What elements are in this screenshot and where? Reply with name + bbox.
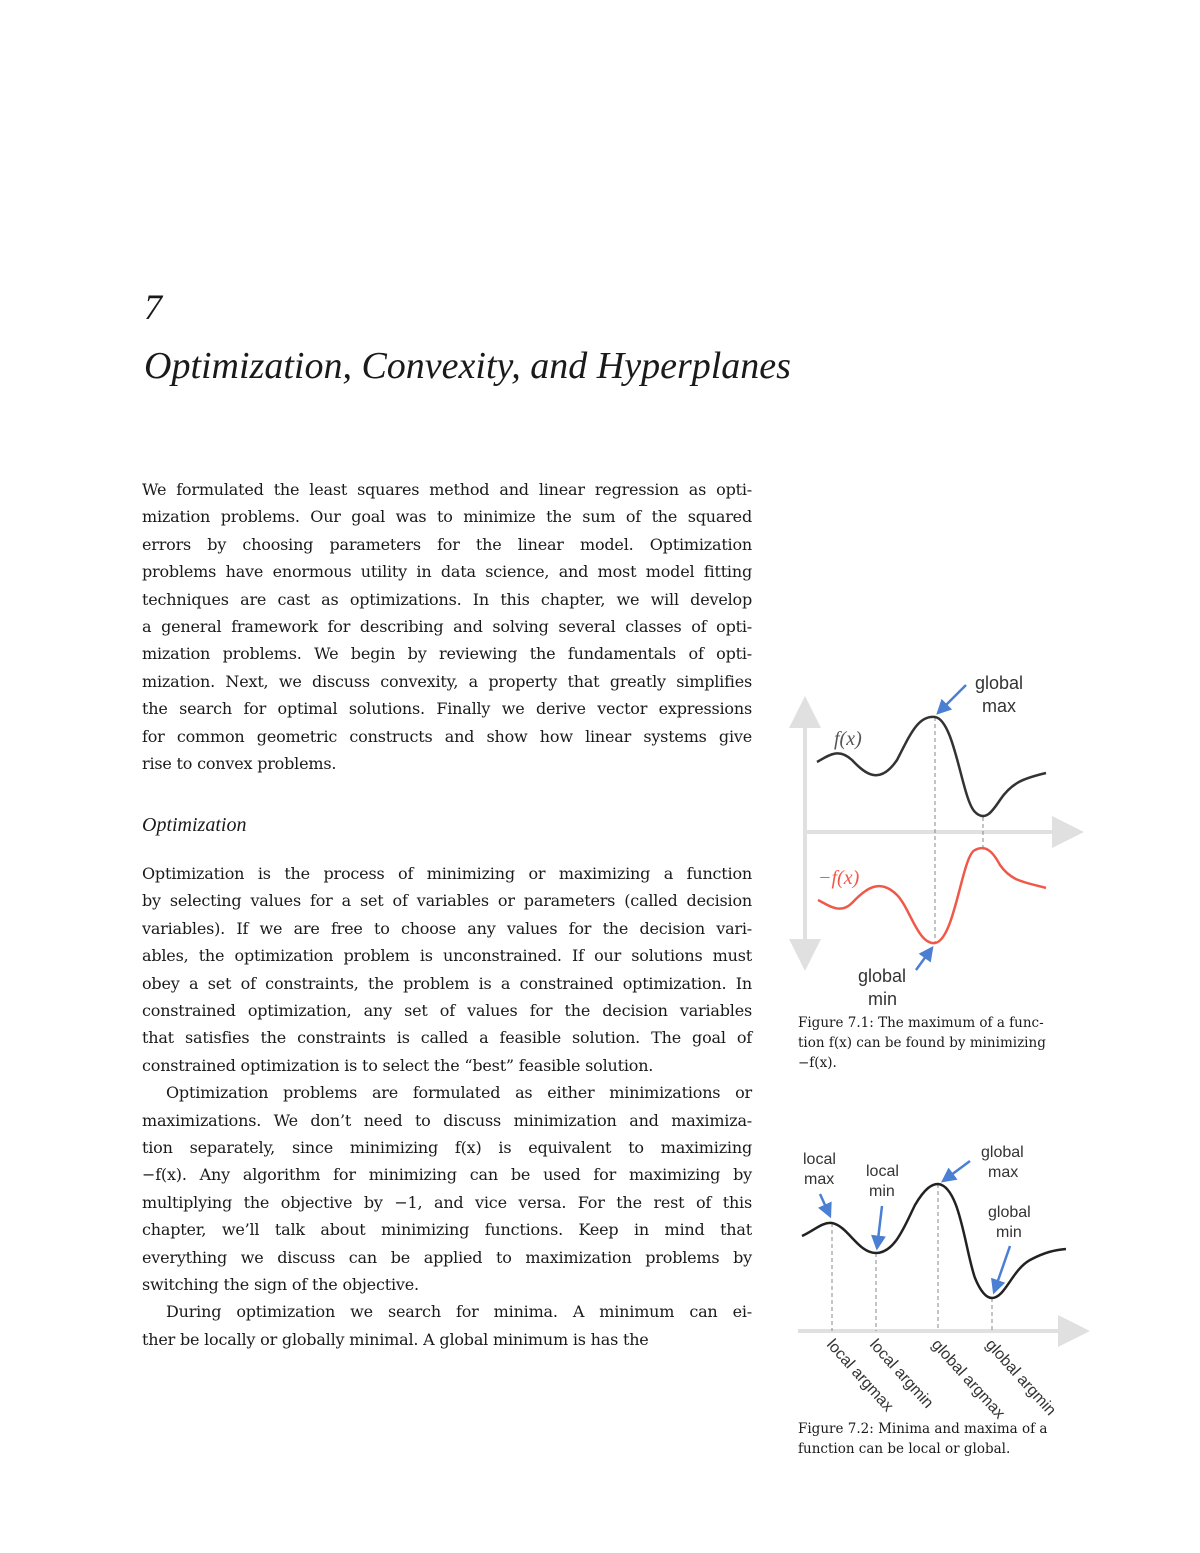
text-line: mization problems. We begin by reviewing… <box>142 644 752 664</box>
text-line: that satisfies the constraints is called… <box>142 1028 752 1048</box>
text-line: We formulated the least squares method a… <box>142 480 752 499</box>
local-max-label: local <box>803 1151 836 1168</box>
chapter-title: Optimization, Convexity, and Hyperplanes <box>144 345 791 387</box>
text-line: During optimization we search for minima… <box>166 1302 752 1322</box>
text-line: ther be locally or globally minimal. A g… <box>142 1329 649 1349</box>
figure-7-2-caption: Figure 7.2: Minima and maxima of a funct… <box>798 1419 1073 1459</box>
figure-7-1-caption: Figure 7.1: The maximum of a func- tion … <box>798 1013 1073 1073</box>
arrow-icon <box>940 1159 971 1183</box>
f-label: f(x) <box>834 728 862 750</box>
text-line: Optimization problems are formulated as … <box>166 1083 752 1103</box>
text-line: by selecting values for a set of variabl… <box>142 891 752 911</box>
arrow-icon <box>817 1193 832 1219</box>
text-line: ables, the optimization problem is uncon… <box>142 946 752 966</box>
text-line: for common geometric constructs and show… <box>142 726 752 746</box>
caption-line: Figure 7.2: Minima and maxima of a <box>798 1421 1048 1437</box>
text-line: techniques are cast as optimizations. In… <box>142 589 752 609</box>
text-line: mization problems. Our goal was to minim… <box>142 507 752 527</box>
text-line: maximizations. We don’t need to discuss … <box>142 1110 752 1130</box>
figure-7-2: local max local min global max global mi… <box>798 1144 1090 1422</box>
text-line: Optimization is the process of minimizin… <box>142 864 752 883</box>
text-line: tion separately, since minimizing f(x) i… <box>142 1138 752 1157</box>
neg-f-curve <box>817 846 1047 945</box>
caption-line: Figure 7.1: The maximum of a func- <box>798 1015 1044 1031</box>
text-line: −f(x). Any algorithm for minimizing can … <box>142 1165 752 1185</box>
text-line: variables). If we are free to choose any… <box>142 918 752 938</box>
global-min-label: min <box>996 1224 1022 1241</box>
arrow-icon <box>871 1205 886 1251</box>
function-curve <box>801 1182 1067 1300</box>
text-line: constrained optimization is to select th… <box>142 1055 654 1075</box>
neg-f-label: −f(x) <box>818 867 860 889</box>
caption-line: tion f(x) can be found by minimizing <box>798 1035 1046 1051</box>
caption-line: function can be local or global. <box>798 1441 1011 1457</box>
text-line: obey a set of constraints, the problem i… <box>142 973 752 993</box>
global-min-label: global <box>858 966 906 986</box>
text-line: everything we discuss can be applied to … <box>142 1247 752 1267</box>
arrow-icon <box>914 945 934 971</box>
global-max-label: max <box>982 696 1016 716</box>
caption-line: −f(x). <box>798 1055 837 1071</box>
figure-7-1: f(x) −f(x) global max global min <box>789 673 1084 1009</box>
text-line: chapter, we’ll talk about minimizing fun… <box>142 1220 752 1240</box>
arrow-icon <box>936 684 967 715</box>
arrow-icon <box>991 1245 1012 1295</box>
text-line: switching the sign of the objective. <box>142 1275 419 1294</box>
local-max-label: max <box>804 1171 834 1188</box>
text-line: a general framework for describing and s… <box>142 617 752 636</box>
text-line: problems have enormous utility in data s… <box>142 562 752 582</box>
text-line: mization. Next, we discuss convexity, a … <box>142 671 752 691</box>
text-line: constrained optimization, any set of val… <box>142 1001 752 1020</box>
local-min-label: local <box>866 1163 899 1180</box>
global-min-label: global <box>988 1204 1031 1221</box>
chapter-number: 7 <box>144 287 162 327</box>
text-line: rise to convex problems. <box>142 754 337 773</box>
text-line: errors by choosing parameters for the li… <box>142 534 752 554</box>
global-min-label: min <box>868 989 897 1009</box>
global-max-label: global <box>981 1144 1024 1161</box>
local-min-label: min <box>869 1183 895 1200</box>
text-line: multiplying the objective by −1, and vic… <box>142 1192 752 1212</box>
global-max-label: max <box>988 1164 1018 1181</box>
global-max-label: global <box>975 673 1023 693</box>
f-curve <box>816 715 1047 818</box>
text-line: the search for optimal solutions. Finall… <box>142 699 752 719</box>
section-title: Optimization <box>142 814 247 836</box>
